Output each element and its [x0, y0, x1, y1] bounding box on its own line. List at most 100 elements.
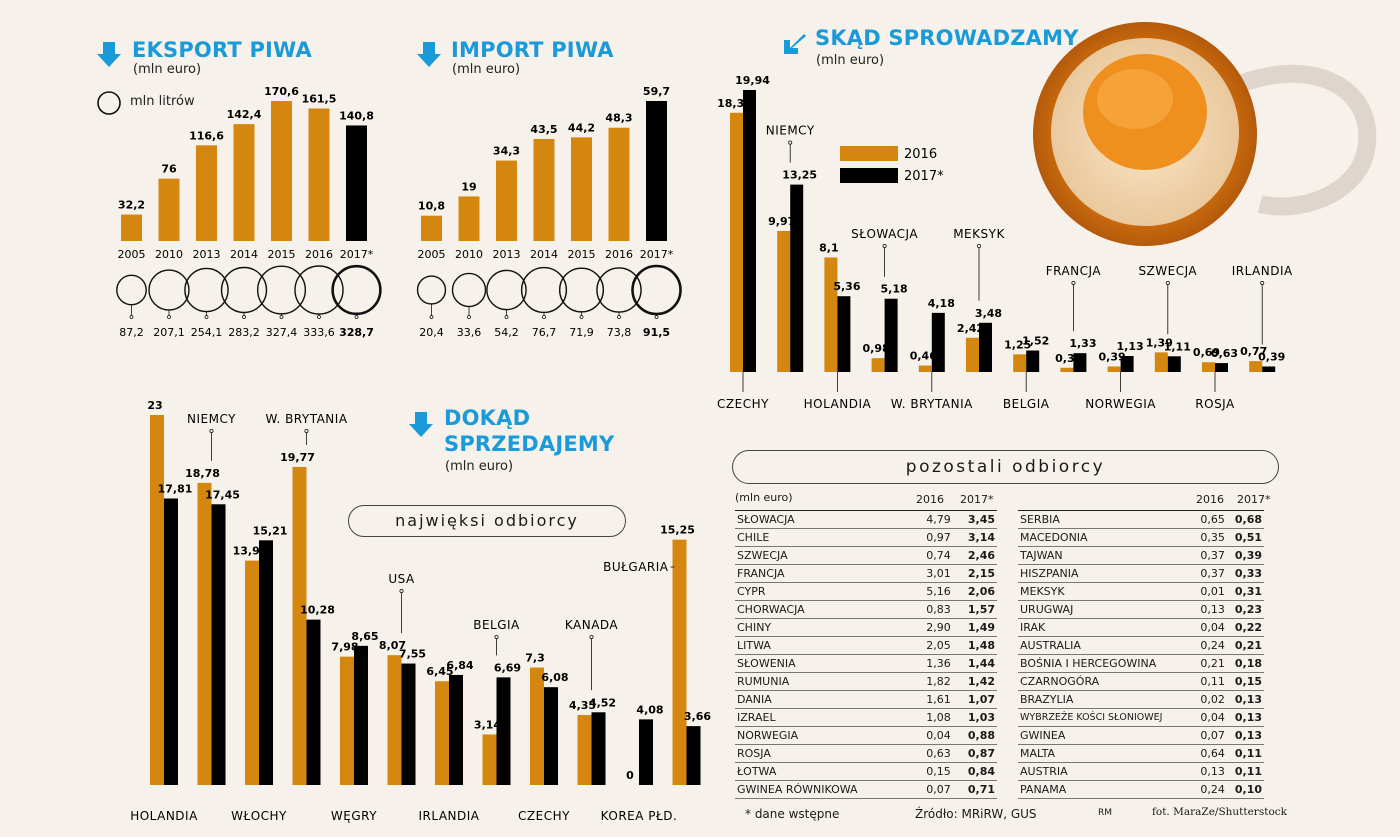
bar-value-label: 59,7	[643, 85, 670, 98]
sources-unit: (mln euro)	[816, 53, 885, 68]
country-cell: CYPR	[735, 582, 913, 601]
litres-value-label: 76,7	[532, 326, 557, 339]
bar-value-label: 116,6	[189, 129, 224, 142]
leader-dot	[304, 429, 309, 434]
year-label: 2017*	[640, 248, 674, 261]
value-2017-cell: 0,84	[952, 762, 997, 781]
value-label-2017: 1,11	[1164, 340, 1191, 353]
bar	[496, 160, 517, 241]
value-2016-cell: 0,37	[1192, 564, 1227, 583]
source-note: Źródło: MRiRW, GUS	[915, 807, 1037, 821]
litres-value-label: 327,4	[266, 326, 298, 339]
bar-2017	[1167, 356, 1181, 372]
country-label: MEKSYK	[953, 227, 1005, 241]
country-cell: ROSJA	[735, 744, 913, 763]
bar-2016	[1154, 352, 1168, 372]
value-2016-cell: 0,04	[1192, 708, 1227, 727]
country-cell: WYBRZEŻE KOŚCI SŁONIOWEJ	[1018, 708, 1193, 727]
table-row: TAJWAN 0,37 0,39	[1018, 546, 1264, 565]
country-cell: NORWEGIA	[735, 726, 913, 745]
litres-value-label: 254,1	[191, 326, 223, 339]
value-label-2017: 4,18	[928, 297, 955, 310]
table-row: SŁOWENIA 1,36 1,44	[735, 654, 997, 673]
table-row: SZWECJA 0,74 2,46	[735, 546, 997, 565]
import-unit: (mln euro)	[452, 62, 521, 77]
value-2016-cell: 1,82	[912, 672, 953, 691]
table-row: MALTA 0,64 0,11	[1018, 744, 1264, 763]
leader-dot	[317, 315, 321, 319]
value-2016-cell: 0,04	[1192, 618, 1227, 637]
value-label-2016: 0,46	[910, 349, 937, 362]
value-2016-cell: 1,08	[912, 708, 953, 727]
legend-swatch-2016	[840, 146, 898, 161]
table-row: URUGWAJ 0,13 0,23	[1018, 600, 1264, 619]
litres-value-label: 207,1	[153, 326, 185, 339]
litres-circle	[331, 264, 382, 316]
import-chart: 10,8 2005 20,4 19 2010 33,6 34,3 2013 54,2 43,5 20…	[416, 85, 682, 339]
table-row: HISZPANIA 0,37 0,33	[1018, 564, 1264, 583]
country-cell: AUSTRIA	[1018, 762, 1193, 781]
country-cell: IZRAEL	[735, 708, 913, 727]
bar-2017	[354, 645, 368, 785]
legend-circle-label: mln litrów	[130, 94, 195, 109]
year-label: 2015	[568, 248, 596, 261]
arrow-down-icon	[409, 412, 433, 437]
litres-circle	[416, 275, 447, 305]
value-2017-cell: 2,46	[952, 546, 997, 565]
bar	[121, 214, 142, 241]
country-cell: LITWA	[735, 636, 913, 655]
value-label-2017: 17,45	[205, 488, 240, 501]
table-row: LITWA 2,05 1,48	[735, 636, 997, 655]
value-2017-cell: 2,06	[952, 582, 997, 601]
bar-2017	[496, 677, 511, 785]
country-label: NIEMCY	[766, 124, 815, 138]
country-label: CZECHY	[518, 809, 570, 823]
litres-circle	[294, 265, 344, 315]
value-label-2016: 3,14	[474, 718, 501, 731]
year-label: 2013	[493, 248, 521, 261]
bar-2016	[577, 715, 592, 785]
value-2016-cell: 0,83	[912, 600, 953, 619]
table-col-2016-left: 2016	[916, 493, 944, 506]
country-label: NIEMCY	[187, 412, 236, 426]
country-cell: TAJWAN	[1018, 546, 1193, 565]
litres-circle	[486, 269, 527, 311]
bar-value-label: 43,5	[530, 123, 557, 136]
value-label-2017: 0,63	[1211, 347, 1238, 360]
bar-2016	[245, 560, 259, 785]
destinations-unit: (mln euro)	[445, 459, 514, 474]
leader-dot	[129, 315, 134, 319]
other-buyers-table-left: SŁOWACJA 4,79 3,45 CHILE 0,97 3,14 SZWECJA 0,74…	[735, 510, 997, 799]
bar-2017	[1262, 366, 1276, 372]
litres-value-label: 333,6	[303, 326, 335, 339]
country-label: BUŁGARIA	[603, 560, 669, 574]
value-2016-cell: 2,90	[912, 618, 953, 637]
value-2017-cell: 1,49	[952, 618, 997, 637]
bar-2016	[1202, 362, 1215, 372]
bar-2016	[530, 667, 544, 785]
bar-2016	[966, 337, 979, 372]
country-label: SZWECJA	[1138, 264, 1197, 278]
value-label-2017: 5,36	[833, 280, 860, 293]
bar-value-label: 170,6	[264, 85, 299, 98]
legend-label-2017: 2017*	[904, 169, 944, 184]
value-2017-cell: 1,03	[952, 708, 997, 727]
bar-2017	[1215, 363, 1228, 372]
value-2017-cell: 0,39	[1226, 546, 1264, 565]
country-label: FRANCJA	[1046, 264, 1102, 278]
bar	[196, 145, 217, 241]
value-2016-cell: 0,21	[1192, 654, 1227, 673]
value-2016-cell: 0,65	[1192, 510, 1227, 529]
country-cell: CHINY	[735, 618, 913, 637]
value-2016-cell: 0,24	[1192, 780, 1227, 799]
bar	[308, 108, 330, 241]
year-label: 2014	[530, 248, 558, 261]
value-2016-cell: 0,63	[912, 744, 953, 763]
country-cell: GWINEA RÓWNIKOWA	[735, 780, 913, 799]
value-label-2016: 1,39	[1146, 336, 1173, 349]
country-label: W. BRYTANIA	[265, 412, 347, 426]
litres-value-label: 328,7	[339, 326, 374, 339]
country-cell: GWINEA	[1018, 726, 1193, 745]
bar-value-label: 34,3	[493, 145, 520, 158]
beer-mug-photo	[1033, 22, 1377, 246]
